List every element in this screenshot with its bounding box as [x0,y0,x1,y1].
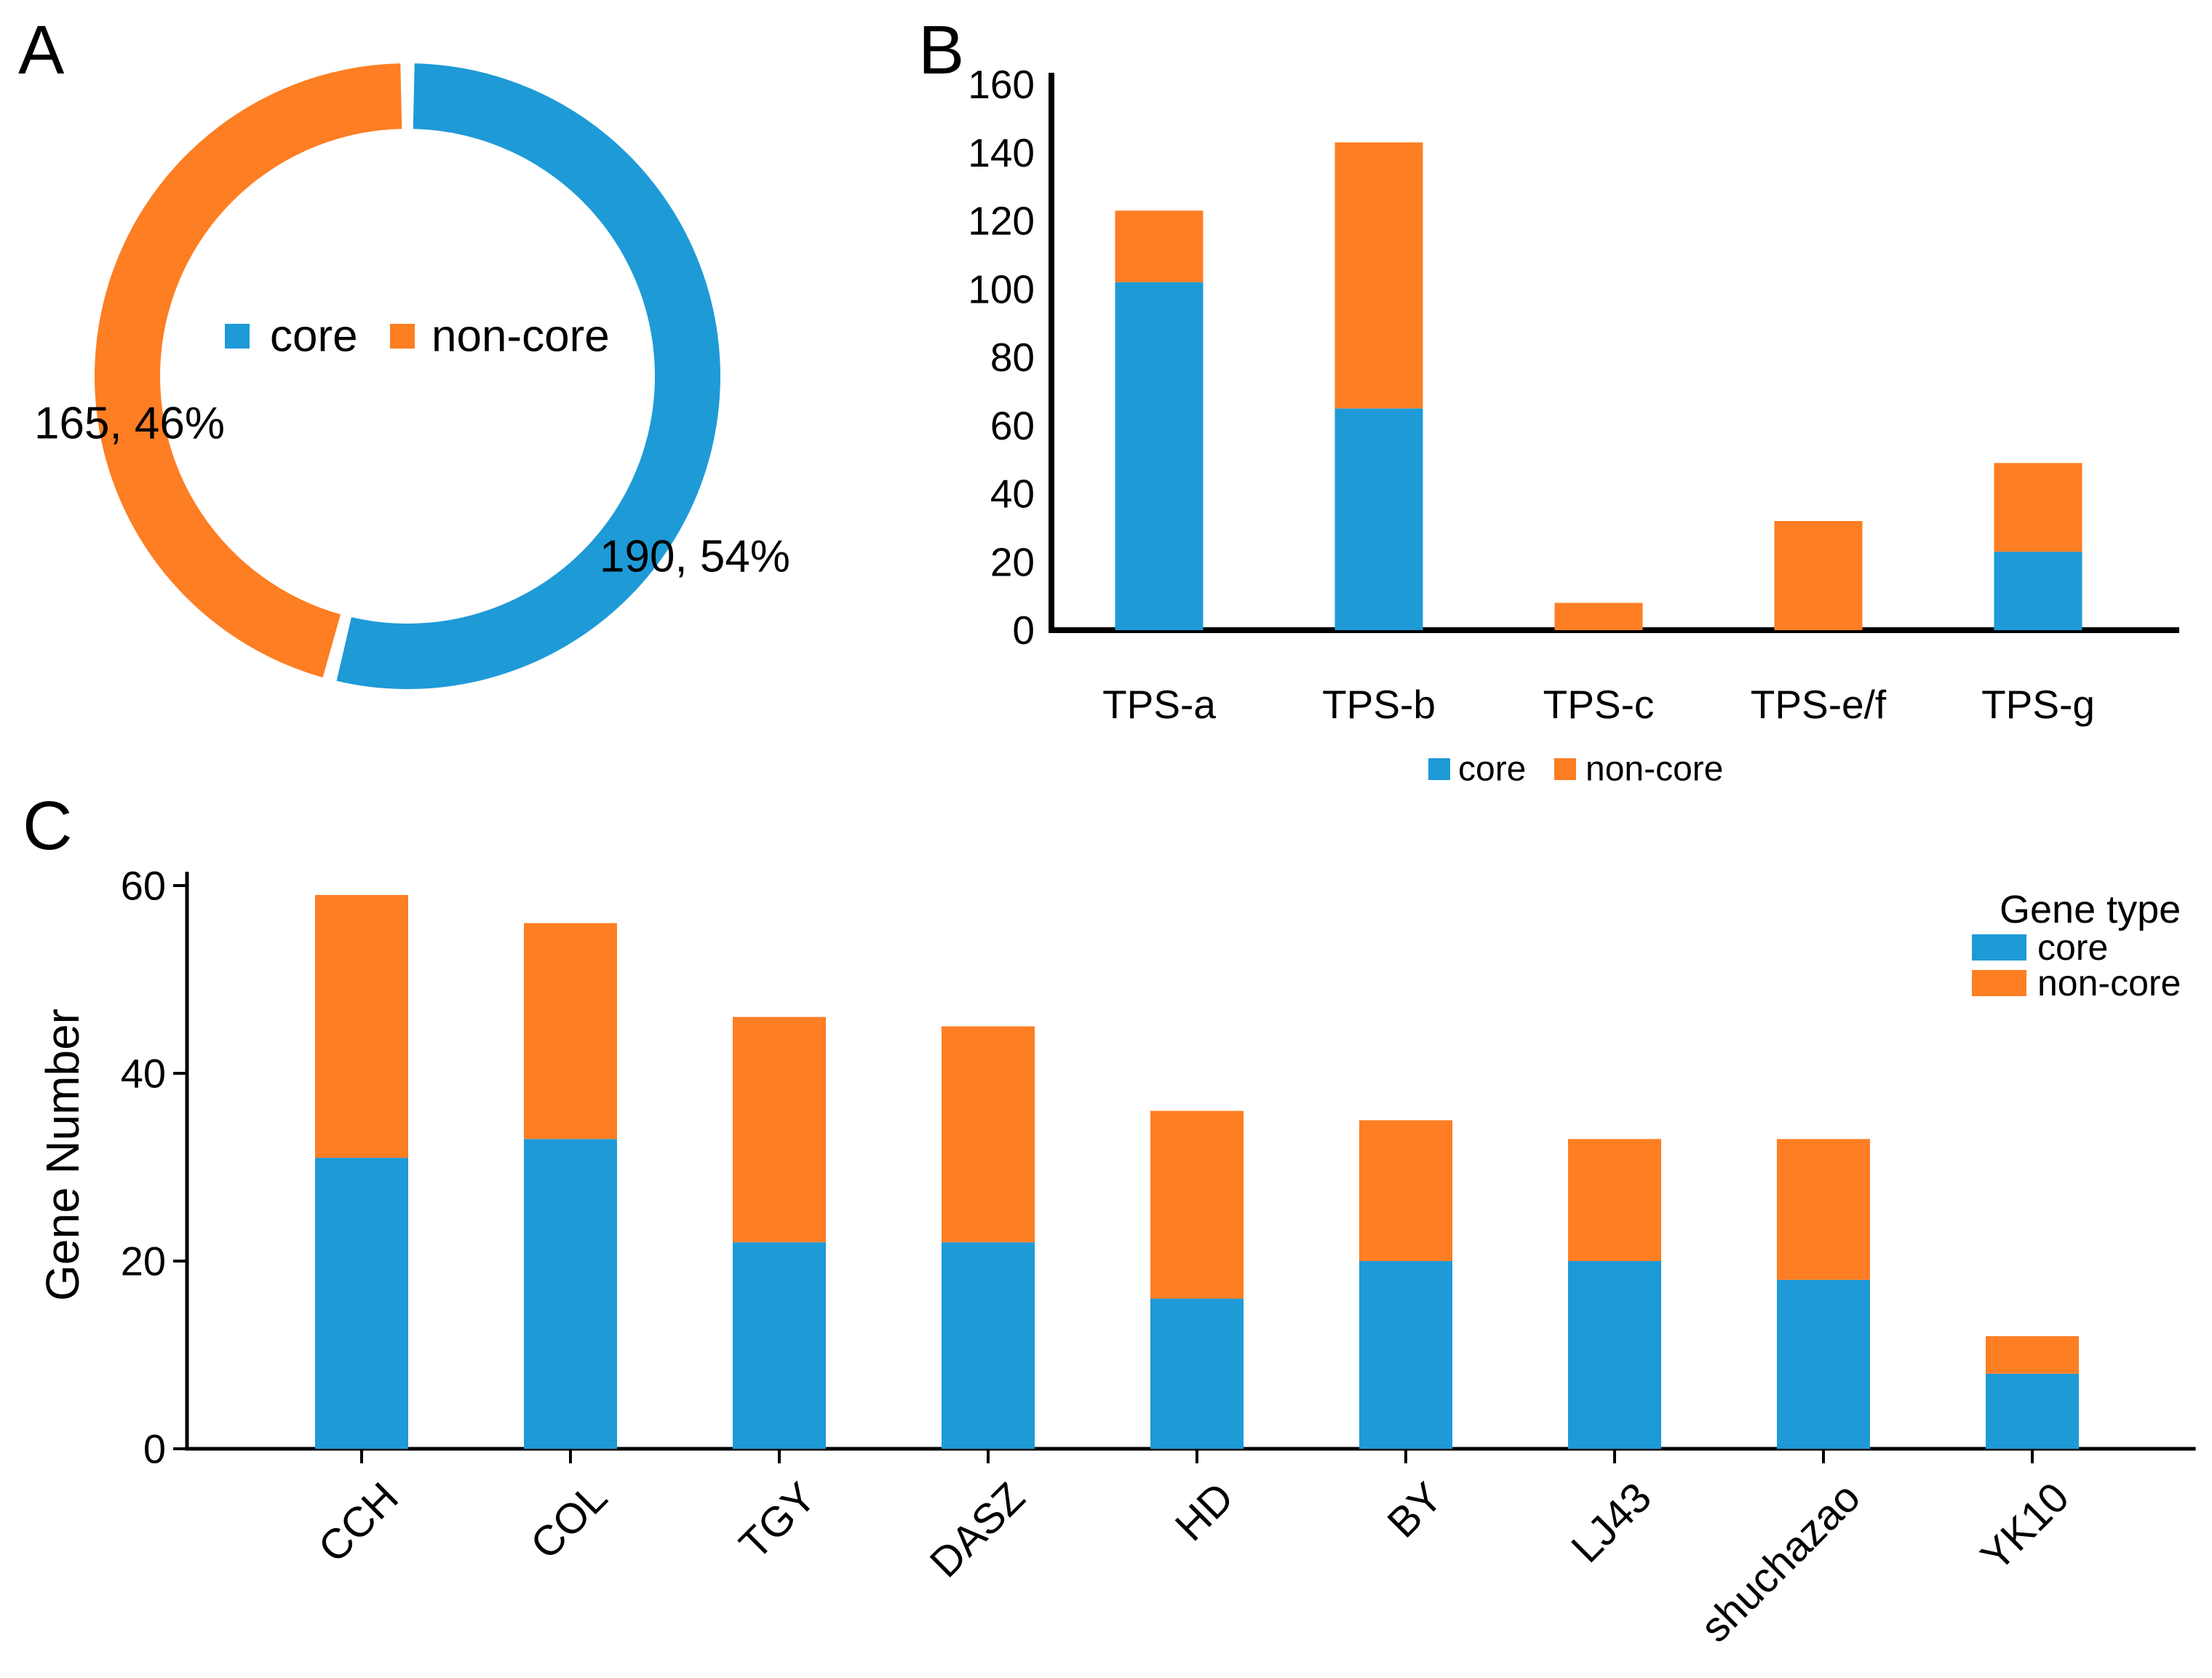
y-tick-label: 0 [143,1426,166,1472]
y-tick-label: 40 [990,472,1035,517]
legend-swatch-core [1972,934,2026,961]
x-tick-label: YK10 [1972,1474,2078,1580]
bar-segment-non-core-HD [1150,1110,1244,1299]
bar-segment-core-shuchazao [1777,1279,1870,1449]
donut-label-non-core: 165, 46% [34,399,225,449]
legend-label-core: core [270,311,358,362]
legend-label-core: core [2037,927,2108,968]
panel-c-stacked-bar-chart: 0 20 40 60 Gene Number CCH COL TGY DASZ HD BY LJ43 s… [36,863,2196,1651]
panel-b-stacked-bar-chart: 0 20 40 60 80 100 120 140 160 TPS-a TPS-b TPS-c TPS-… [968,62,2179,789]
y-tick-mark [173,1447,187,1450]
panel-letter-a: A [18,12,65,89]
bar-segment-non-core-TPS-a [1115,210,1204,282]
bar-segment-non-core-COL [524,923,617,1140]
bar-segment-core-COL [524,1139,617,1449]
bar-segment-non-core-TPS-g [1994,463,2082,552]
y-tick-label: 0 [1012,608,1035,653]
bar-segment-non-core-TPS-e/f [1774,521,1863,630]
legend-label-non-core: non-core [431,311,610,362]
y-tick-label: 20 [990,539,1035,584]
bar-segment-non-core-YK10 [1986,1336,2079,1374]
bar-segment-core-TGY [733,1242,826,1449]
x-tick-label: HD [1166,1474,1243,1550]
bar-segment-core-LJ43 [1568,1261,1661,1449]
y-axis-line [185,872,189,1449]
panel-letter-b: B [918,12,965,89]
y-tick-label: 20 [121,1238,166,1284]
bar-segment-non-core-shuchazao [1777,1139,1870,1280]
bar-segment-non-core-LJ43 [1568,1139,1661,1261]
bar-segment-core-HD [1150,1298,1244,1449]
donut-slice-core [336,63,720,690]
bar-segment-core-CCH [315,1158,408,1449]
legend-swatch-non-core [1972,970,2026,996]
x-tick-label: TPS-g [1981,682,2095,727]
legend-swatch-core [1428,758,1450,780]
y-tick-mark [173,1072,187,1075]
x-tick-label: TGY [731,1474,825,1568]
x-tick-mark [1822,1449,1825,1463]
legend-swatch-non-core [1554,758,1576,780]
panel-a-donut-chart: 165, 46% 190, 54% core non-core [34,63,790,690]
y-tick-mark [173,884,187,887]
legend-label-non-core: non-core [1586,750,1723,789]
legend-swatch-core [225,324,250,349]
panel-letter-c: C [23,787,73,864]
x-tick-label: DASZ [921,1474,1034,1586]
x-tick-label: shuchazao [1692,1474,1869,1651]
y-tick-mark [173,1260,187,1263]
x-tick-label: LJ43 [1562,1474,1660,1572]
x-tick-label: COL [522,1474,616,1568]
y-tick-label: 40 [121,1051,166,1097]
y-tick-label: 160 [968,62,1035,107]
x-tick-mark [987,1449,990,1463]
y-axis-line [1049,73,1054,633]
bar-segment-non-core-DASZ [942,1026,1035,1243]
x-tick-mark [1404,1449,1407,1463]
x-tick-label: TPS-c [1543,682,1655,727]
y-tick-label: 100 [968,266,1035,311]
bar-segment-non-core-TPS-c [1554,603,1643,630]
donut-label-core: 190, 54% [600,532,790,582]
x-tick-label: BY [1378,1474,1452,1547]
bar-segment-core-DASZ [942,1242,1035,1449]
x-tick-mark [360,1449,363,1463]
x-tick-label: TPS-b [1322,682,1436,727]
y-axis-title: Gene Number [36,1009,89,1301]
bar-segment-non-core-CCH [315,894,408,1158]
x-tick-mark [1195,1449,1198,1463]
bar-segment-non-core-BY [1359,1120,1452,1261]
x-tick-label: CCH [309,1474,407,1572]
bar-segment-core-TPS-a [1115,282,1204,630]
bar-segment-core-TPS-g [1994,552,2082,630]
x-tick-mark [569,1449,572,1463]
bar-segment-non-core-TPS-b [1334,142,1423,409]
bar-segment-non-core-TGY [733,1017,826,1243]
x-tick-label: TPS-e/f [1751,682,1887,727]
legend-title: Gene type [2000,888,2181,931]
bar-segment-core-BY [1359,1261,1452,1449]
y-tick-label: 140 [968,130,1035,175]
y-tick-label: 60 [990,403,1035,448]
legend-label-non-core: non-core [2037,963,2181,1003]
x-tick-mark [778,1449,781,1463]
y-tick-label: 120 [968,199,1035,244]
y-tick-label: 60 [121,863,166,909]
legend-label-core: core [1458,750,1526,789]
x-tick-mark [1613,1449,1616,1463]
bar-segment-core-YK10 [1986,1373,2079,1449]
bar-segment-core-TPS-b [1334,408,1423,630]
x-tick-label: TPS-a [1102,682,1216,727]
donut-slice-non-core [94,63,402,677]
y-tick-label: 80 [990,335,1035,380]
legend-swatch-non-core [390,324,415,349]
x-tick-mark [2031,1449,2034,1463]
